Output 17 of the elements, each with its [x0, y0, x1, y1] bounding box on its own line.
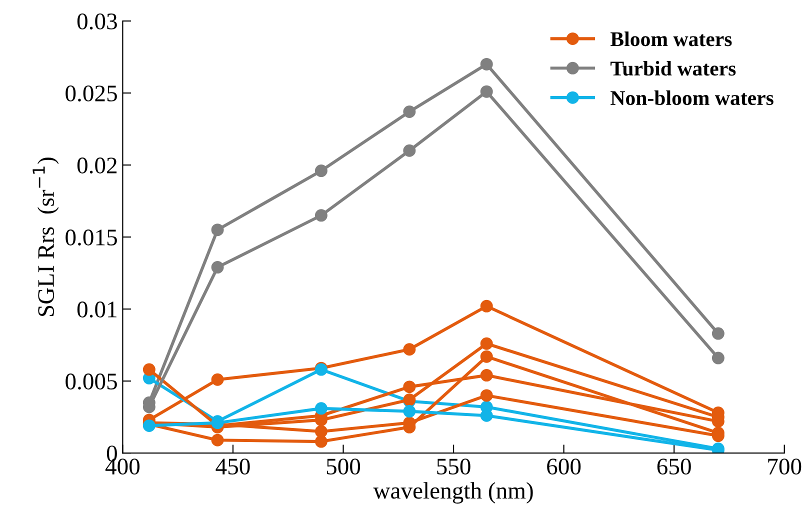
y-tick-label: 0.03 — [77, 13, 117, 30]
x-tick-label: 550 — [437, 458, 470, 475]
x-tick-label: 450 — [216, 458, 250, 475]
y-tick-label: 0.02 — [77, 158, 117, 174]
y-axis-title: SGLI Rrs (sr$^{−1}$) — [32, 158, 59, 316]
legend-label: Bloom waters — [610, 32, 732, 46]
y-tick-label: 0.025 — [66, 86, 117, 102]
x-tick-label: 700 — [768, 458, 802, 475]
y-tick-label: 0.005 — [66, 374, 117, 390]
y-tick-label: 0.01 — [77, 302, 116, 318]
y-tick-label: 0.015 — [66, 230, 117, 246]
x-tick-label: 500 — [326, 458, 360, 475]
x-axis-title: wavelength (nm) — [373, 482, 533, 504]
x-tick-label: 650 — [657, 458, 691, 475]
legend-label: Non-bloom waters — [610, 90, 774, 106]
x-tick-label: 600 — [547, 458, 581, 475]
legend-label: Turbid waters — [610, 60, 736, 76]
